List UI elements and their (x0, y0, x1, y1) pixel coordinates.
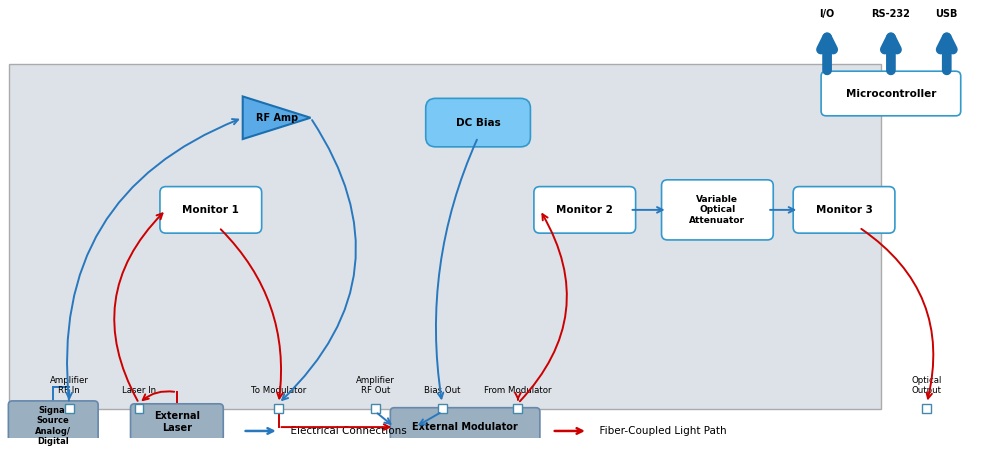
Bar (371, 404, 380, 413)
FancyBboxPatch shape (534, 187, 636, 233)
FancyBboxPatch shape (131, 404, 223, 441)
Text: Amplifier
RF In: Amplifier RF In (50, 376, 89, 395)
Text: From Modulator: From Modulator (484, 386, 552, 395)
Bar (274, 404, 283, 413)
FancyBboxPatch shape (9, 64, 881, 409)
Text: Variable
Optical
Attenuator: Variable Optical Attenuator (689, 195, 745, 225)
Text: Monitor 1: Monitor 1 (182, 205, 239, 215)
Text: Electrical Connections: Electrical Connections (284, 426, 406, 436)
FancyBboxPatch shape (8, 401, 98, 450)
Bar (438, 404, 447, 413)
FancyBboxPatch shape (793, 187, 895, 233)
FancyBboxPatch shape (390, 408, 540, 446)
FancyBboxPatch shape (426, 99, 530, 147)
Text: External
Laser: External Laser (154, 411, 200, 433)
Text: Optical
Output: Optical Output (912, 376, 942, 395)
Bar (513, 404, 522, 413)
Polygon shape (243, 96, 311, 139)
Bar (922, 404, 931, 413)
Text: Monitor 2: Monitor 2 (556, 205, 613, 215)
Text: Laser In: Laser In (122, 386, 156, 395)
FancyBboxPatch shape (662, 180, 773, 240)
Text: To Modulator: To Modulator (251, 386, 306, 395)
Text: Signal
Source
Analog/
Digital: Signal Source Analog/ Digital (35, 406, 71, 446)
Text: DC Bias: DC Bias (456, 117, 500, 128)
Text: I/O: I/O (819, 9, 835, 19)
Text: Amplifier
RF Out: Amplifier RF Out (356, 376, 395, 395)
Bar (65, 404, 74, 413)
FancyBboxPatch shape (821, 71, 961, 116)
Text: Microcontroller: Microcontroller (846, 89, 936, 99)
Text: USB: USB (936, 9, 958, 19)
Text: Monitor 3: Monitor 3 (816, 205, 872, 215)
Text: External Modulator: External Modulator (412, 422, 518, 432)
FancyBboxPatch shape (160, 187, 262, 233)
Text: Fiber-Coupled Light Path: Fiber-Coupled Light Path (593, 426, 726, 436)
Text: RF Amp: RF Amp (256, 113, 298, 123)
Bar (135, 404, 143, 413)
Text: Bias Out: Bias Out (424, 386, 460, 395)
Text: RS-232: RS-232 (871, 9, 910, 19)
